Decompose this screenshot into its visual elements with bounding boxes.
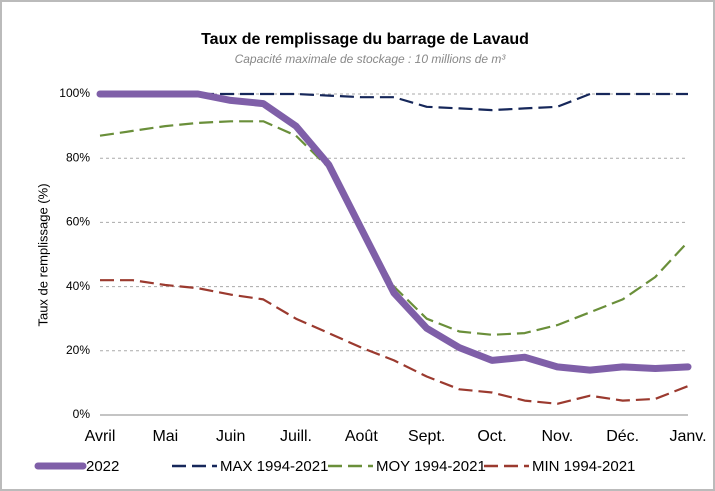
x-tick-label: Sept.: [408, 428, 445, 445]
legend-label: MIN 1994-2021: [532, 458, 635, 475]
x-tick-label: Avril: [85, 428, 116, 445]
x-tick-label: Juin: [216, 428, 245, 445]
series-line: [96, 90, 692, 374]
x-tick-label: Déc.: [606, 428, 639, 445]
y-tick-label: 40%: [66, 279, 90, 293]
x-tick-label: Mai: [152, 428, 178, 445]
chart-subtitle: Capacité maximale de stockage : 10 milli…: [235, 52, 507, 66]
y-tick-label: 80%: [66, 150, 90, 164]
chart-title: Taux de remplissage du barrage de Lavaud: [201, 31, 529, 48]
legend-label: 2022: [86, 458, 119, 475]
x-tick-label: Juill.: [280, 428, 312, 445]
legend-label: MOY 1994-2021: [376, 458, 486, 475]
x-tick-label: Août: [345, 428, 378, 445]
x-tick-label: Janv.: [669, 428, 706, 445]
legend-label: MAX 1994-2021: [220, 458, 328, 475]
y-tick-label: 0%: [73, 407, 91, 421]
y-axis-label: Taux de remplissage (%): [35, 183, 50, 326]
x-tick-label: Oct.: [477, 428, 506, 445]
y-tick-label: 20%: [66, 343, 90, 357]
series-line: [100, 279, 689, 405]
x-tick-label: Nov.: [541, 428, 573, 445]
y-tick-label: 60%: [66, 215, 90, 229]
y-tick-label: 100%: [59, 86, 90, 100]
